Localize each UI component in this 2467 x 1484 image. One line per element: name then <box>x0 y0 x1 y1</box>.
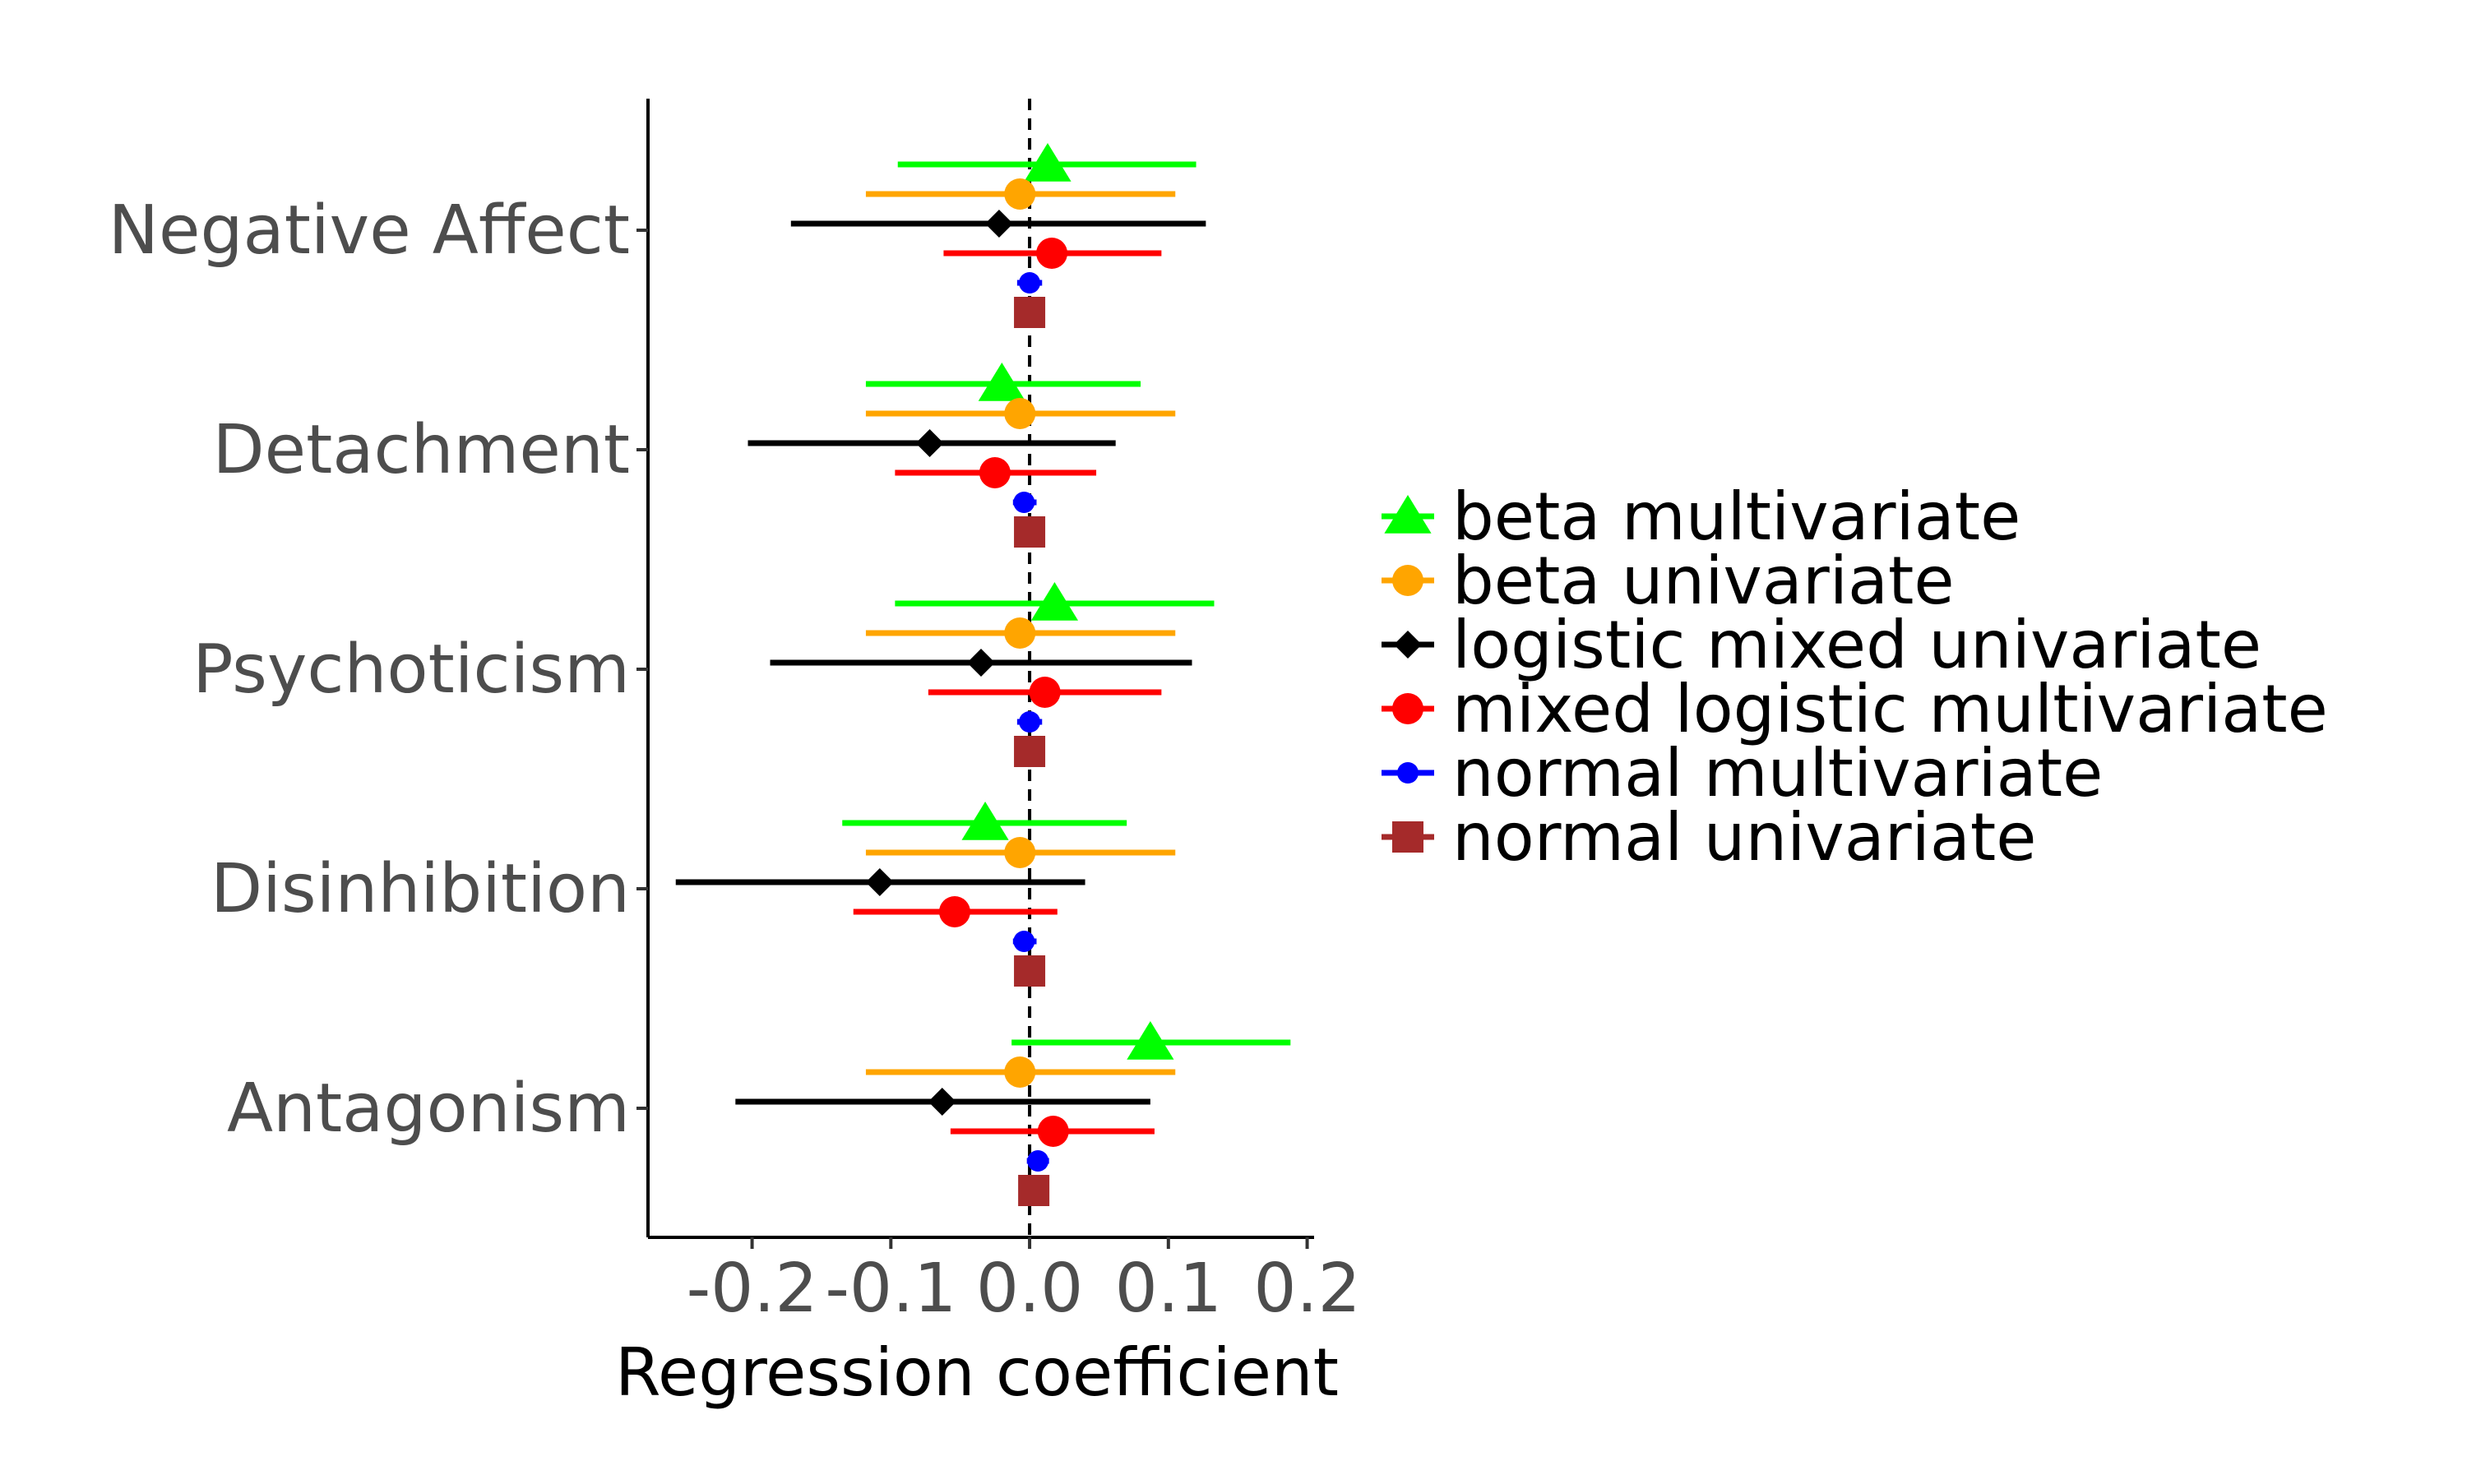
legend-item: beta multivariate <box>1382 478 2020 555</box>
point-estimate <box>1037 1116 1069 1147</box>
point-estimate <box>1024 143 1072 182</box>
x-axis-title: Regression coefficient <box>615 1334 1339 1411</box>
point-estimate <box>967 649 995 677</box>
point-estimate <box>1013 492 1035 513</box>
legend-key-marker <box>1384 495 1432 534</box>
legend-item: logistic mixed univariate <box>1382 607 2261 683</box>
point-estimate <box>1004 837 1036 868</box>
legend-key-marker <box>1392 565 1423 596</box>
point-estimate <box>915 429 944 457</box>
x-axis: -0.2 -0.1 0.0 0.1 0.2 <box>687 1237 1361 1328</box>
point-estimate <box>1127 1021 1174 1060</box>
legend-label: mixed logistic multivariate <box>1452 671 2328 747</box>
point-estimate <box>984 210 1013 238</box>
point-estimate <box>1004 178 1036 210</box>
point-estimate <box>978 363 1025 401</box>
legend-label: logistic mixed univariate <box>1452 607 2261 683</box>
legend-key-marker <box>1392 821 1423 853</box>
point-estimate <box>1014 955 1046 987</box>
point-estimate <box>1014 736 1046 767</box>
point-estimate <box>1027 1150 1049 1172</box>
legend-key-marker <box>1397 762 1419 784</box>
x-tick-label: 0.0 <box>976 1250 1083 1328</box>
point-estimate <box>961 802 1009 840</box>
point-estimate <box>979 457 1011 488</box>
point-estimate <box>1019 711 1041 733</box>
point-estimate <box>865 868 894 896</box>
series-beta-univariate <box>865 178 1176 1088</box>
y-tick-label: Negative Affect <box>109 192 630 270</box>
point-estimate <box>1014 516 1046 548</box>
y-tick-label: Disinhibition <box>211 850 630 928</box>
legend-key-marker <box>1392 693 1423 724</box>
point-estimate <box>1004 617 1036 649</box>
x-tick-label: -0.2 <box>687 1250 818 1328</box>
series-logistic-mixed-univariate <box>675 210 1206 1116</box>
legend-item: normal univariate <box>1382 799 2036 876</box>
point-estimate <box>1004 398 1036 429</box>
point-estimate <box>1036 238 1068 269</box>
x-tick-label: -0.1 <box>825 1250 956 1328</box>
series-beta-multivariate <box>842 143 1291 1060</box>
point-estimate <box>1018 1175 1050 1206</box>
legend-label: beta univariate <box>1452 543 1955 619</box>
point-estimate <box>1019 272 1041 294</box>
y-tick-label: Psychoticism <box>192 631 630 709</box>
point-estimate <box>1029 677 1061 708</box>
legend-item: mixed logistic multivariate <box>1382 671 2328 747</box>
chart-marks <box>675 99 1291 1237</box>
legend-key-marker <box>1394 631 1422 659</box>
legend-label: beta multivariate <box>1452 478 2020 555</box>
legend-item: normal multivariate <box>1382 735 2103 811</box>
legend-label: normal univariate <box>1452 799 2036 876</box>
legend-item: beta univariate <box>1382 543 1955 619</box>
point-estimate <box>1014 297 1046 328</box>
point-estimate <box>938 896 970 927</box>
x-tick-label: 0.1 <box>1115 1250 1222 1328</box>
point-estimate <box>1013 931 1035 952</box>
point-estimate <box>1030 582 1079 621</box>
y-tick-label: Detachment <box>213 411 631 489</box>
series-mixed-logistic-multivariate <box>853 238 1162 1147</box>
legend-label: normal multivariate <box>1452 735 2103 811</box>
point-estimate <box>1004 1056 1036 1088</box>
x-tick-label: 0.2 <box>1253 1250 1360 1328</box>
y-tick-label: Antagonism <box>227 1070 630 1148</box>
series-normal-multivariate <box>1012 272 1049 1172</box>
y-axis: Negative Affect Detachment Psychoticism Dis… <box>109 192 648 1148</box>
point-estimate <box>928 1088 956 1116</box>
series-normal-univariate <box>1014 297 1050 1206</box>
